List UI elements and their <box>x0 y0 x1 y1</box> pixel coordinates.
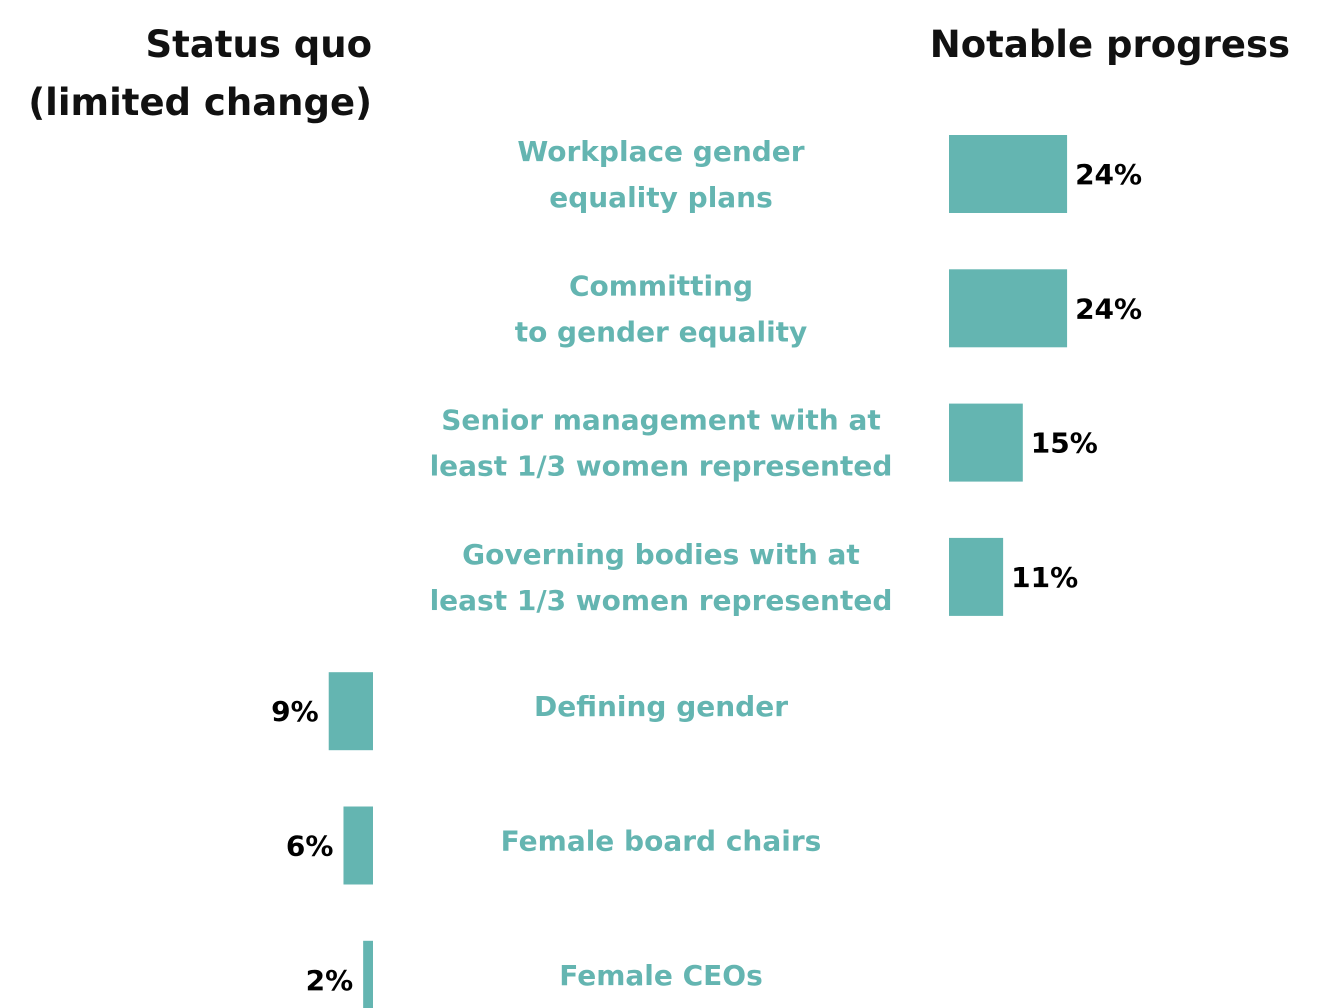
category-label-0-line-1: equality plans <box>549 181 773 214</box>
status-quo-header-line2: (limited change) <box>28 81 372 124</box>
value-label-1: 24% <box>1075 292 1142 325</box>
category-label-5-line-0: Female board chairs <box>501 825 822 858</box>
category-label-3-line-0: Governing bodies with at <box>462 538 860 571</box>
notable-progress-header: Notable progress <box>930 23 1290 66</box>
value-label-4: 9% <box>271 695 319 728</box>
value-label-5: 6% <box>286 830 334 863</box>
value-label-0: 24% <box>1075 158 1142 191</box>
bar-6 <box>363 940 373 1008</box>
category-label-2-line-1: least 1/3 women represented <box>430 450 893 483</box>
bar-1 <box>949 269 1068 348</box>
status-quo-header-line1: Status quo <box>146 23 372 66</box>
bar-5 <box>343 806 373 885</box>
value-label-3: 11% <box>1011 561 1078 594</box>
category-label-6-line-0: Female CEOs <box>559 959 763 992</box>
bar-3 <box>949 537 1004 616</box>
value-label-2: 15% <box>1031 427 1098 460</box>
category-label-2-line-0: Senior management with at <box>441 404 880 437</box>
category-label-0-line-0: Workplace gender <box>517 135 804 168</box>
category-label-1-line-0: Committing <box>569 269 753 302</box>
category-label-1-line-1: to gender equality <box>515 315 808 348</box>
bar-4 <box>328 672 373 751</box>
chart-marks: 24% Workplace gender equality plans 24% Comm… <box>271 135 1142 1008</box>
category-label-4-line-0: Defining gender <box>534 690 788 723</box>
category-label-3-line-1: least 1/3 women represented <box>430 584 893 617</box>
value-label-6: 2% <box>306 964 354 997</box>
bar-2 <box>949 403 1023 482</box>
bar-0 <box>949 135 1068 213</box>
